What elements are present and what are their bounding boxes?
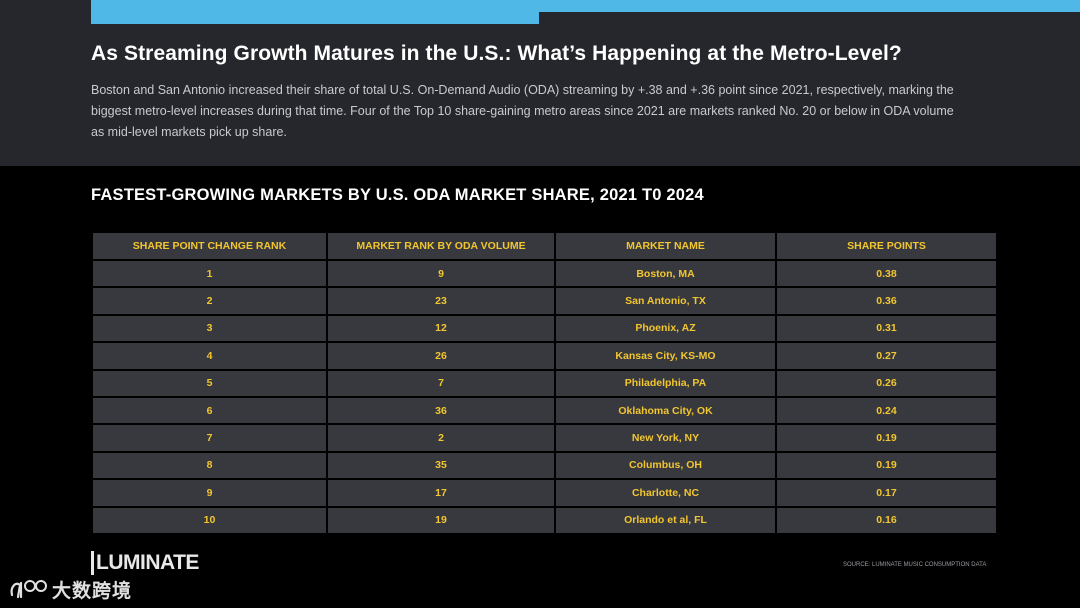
cell-share: 0.27 xyxy=(775,341,998,371)
table-row: 4 26 Kansas City, KS-MO 0.27 xyxy=(91,341,998,371)
intro-line: biggest metro-level increases during tha… xyxy=(91,104,954,118)
column-header-oda-rank: MARKET RANK BY ODA VOLUME xyxy=(326,231,556,261)
cell-market: Boston, MA xyxy=(554,258,777,289)
column-header-market: MARKET NAME xyxy=(554,231,777,261)
cell-share: 0.17 xyxy=(775,478,998,508)
column-header-share: SHARE POINTS xyxy=(775,231,998,261)
cell-oda-rank: 17 xyxy=(326,478,556,508)
cell-rank: 6 xyxy=(91,395,328,426)
accent-bar xyxy=(91,0,539,24)
column-header-rank: SHARE POINT CHANGE RANK xyxy=(91,231,328,261)
table-row: 1 9 Boston, MA 0.38 xyxy=(91,258,998,289)
watermark-logo-icon xyxy=(10,580,47,599)
cell-oda-rank: 35 xyxy=(326,450,556,481)
table-row: 5 7 Philadelphia, PA 0.26 xyxy=(91,368,998,398)
cell-oda-rank: 7 xyxy=(326,368,556,398)
cell-share: 0.38 xyxy=(775,258,998,289)
cell-share: 0.19 xyxy=(775,423,998,453)
cell-rank: 5 xyxy=(91,368,328,398)
table-row: 8 35 Columbus, OH 0.19 xyxy=(91,450,998,481)
luminate-logo: LUMINATE xyxy=(91,551,199,575)
cell-oda-rank: 19 xyxy=(326,505,556,535)
table-row: 6 36 Oklahoma City, OK 0.24 xyxy=(91,395,998,426)
cell-market: San Antonio, TX xyxy=(554,286,777,316)
cell-oda-rank: 36 xyxy=(326,395,556,426)
cell-rank: 3 xyxy=(91,313,328,344)
cell-market: Philadelphia, PA xyxy=(554,368,777,398)
cell-rank: 7 xyxy=(91,423,328,453)
cell-oda-rank: 2 xyxy=(326,423,556,453)
cell-oda-rank: 9 xyxy=(326,258,556,289)
accent-bar-thin xyxy=(539,0,1080,12)
cell-oda-rank: 12 xyxy=(326,313,556,344)
cell-rank: 10 xyxy=(91,505,328,535)
source-note: SOURCE: LUMINATE MUSIC CONSUMPTION DATA xyxy=(843,562,987,568)
cell-market: Phoenix, AZ xyxy=(554,313,777,344)
table-row: 9 17 Charlotte, NC 0.17 xyxy=(91,478,998,508)
markets-table: SHARE POINT CHANGE RANK MARKET RANK BY O… xyxy=(91,231,998,535)
table-row: 10 19 Orlando et al, FL 0.16 xyxy=(91,505,998,535)
cell-rank: 9 xyxy=(91,478,328,508)
table-row: 3 12 Phoenix, AZ 0.31 xyxy=(91,313,998,344)
cell-share: 0.36 xyxy=(775,286,998,316)
intro-line: Boston and San Antonio increased their s… xyxy=(91,83,954,97)
cell-share: 0.24 xyxy=(775,395,998,426)
cell-rank: 4 xyxy=(91,341,328,371)
table-row: 2 23 San Antonio, TX 0.36 xyxy=(91,286,998,316)
header-panel: As Streaming Growth Matures in the U.S.:… xyxy=(0,0,1080,166)
page-title: As Streaming Growth Matures in the U.S.:… xyxy=(91,42,902,65)
cell-market: New York, NY xyxy=(554,423,777,453)
table-row: 7 2 New York, NY 0.19 xyxy=(91,423,998,453)
cell-share: 0.26 xyxy=(775,368,998,398)
cell-share: 0.31 xyxy=(775,313,998,344)
cell-share: 0.19 xyxy=(775,450,998,481)
table-title: FASTEST-GROWING MARKETS BY U.S. ODA MARK… xyxy=(91,186,704,204)
cell-market: Charlotte, NC xyxy=(554,478,777,508)
cell-rank: 1 xyxy=(91,258,328,289)
cell-market: Columbus, OH xyxy=(554,450,777,481)
cell-market: Kansas City, KS-MO xyxy=(554,341,777,371)
cell-rank: 8 xyxy=(91,450,328,481)
intro-paragraph: Boston and San Antonio increased their s… xyxy=(91,80,1011,143)
cell-oda-rank: 23 xyxy=(326,286,556,316)
table-header-row: SHARE POINT CHANGE RANK MARKET RANK BY O… xyxy=(91,231,998,261)
cell-market: Orlando et al, FL xyxy=(554,505,777,535)
cell-share: 0.16 xyxy=(775,505,998,535)
cell-oda-rank: 26 xyxy=(326,341,556,371)
cell-rank: 2 xyxy=(91,286,328,316)
cell-market: Oklahoma City, OK xyxy=(554,395,777,426)
watermark-text: 大数跨境 xyxy=(52,579,133,602)
intro-line: as mid-level markets pick up share. xyxy=(91,125,287,139)
watermark: 大数跨境 xyxy=(8,574,132,604)
